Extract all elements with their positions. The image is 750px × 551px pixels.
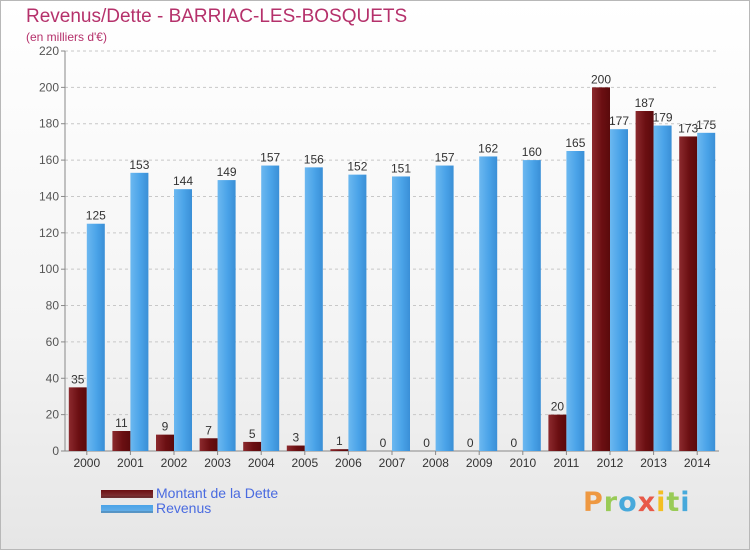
x-tick-label: 2009: [466, 456, 493, 470]
data-label-dette: 35: [71, 372, 85, 386]
bar-dette: [635, 111, 654, 451]
data-label-revenus: 160: [522, 145, 542, 159]
bar-dette: [112, 431, 131, 451]
bar-revenus: [522, 160, 541, 451]
data-label-dette: 7: [205, 423, 212, 437]
bar-revenus: [653, 125, 672, 451]
y-tick-label: 60: [46, 335, 60, 349]
bar-revenus: [479, 156, 498, 452]
bar-dette: [679, 136, 698, 452]
bar-dette: [68, 387, 87, 451]
data-label-revenus: 157: [435, 151, 455, 165]
data-label-dette: 187: [635, 96, 655, 110]
bar-dette: [243, 441, 262, 451]
x-tick-label: 2006: [335, 456, 362, 470]
logo-letter: i: [680, 487, 691, 518]
data-label-dette: 0: [380, 436, 387, 450]
logo-letter: t: [666, 487, 681, 518]
bar-dette: [592, 87, 610, 451]
data-label-revenus: 151: [391, 161, 411, 175]
logo-letter: r: [603, 487, 619, 518]
bar-revenus: [610, 129, 628, 451]
proxiti-logo: Proxiti: [583, 487, 691, 518]
y-tick-label: 100: [39, 262, 59, 276]
data-label-dette: 0: [423, 436, 430, 450]
data-label-dette: 173: [678, 121, 698, 135]
bar-revenus: [566, 151, 585, 451]
x-tick-label: 2005: [291, 456, 318, 470]
bar-dette: [286, 445, 305, 451]
bar-revenus: [261, 165, 280, 451]
data-label-revenus: 156: [304, 152, 324, 166]
data-label-revenus: 125: [86, 209, 106, 223]
data-label-revenus: 162: [478, 141, 498, 155]
bar-revenus: [392, 176, 410, 452]
x-tick-label: 2014: [684, 456, 711, 470]
data-label-dette: 9: [162, 420, 169, 434]
logo-letter: i: [656, 487, 667, 518]
x-tick-label: 2002: [161, 456, 188, 470]
data-label-revenus: 144: [173, 174, 193, 188]
data-label-revenus: 152: [347, 160, 367, 174]
logo-letter: x: [637, 487, 657, 518]
bar-dette: [330, 449, 349, 451]
y-tick-label: 120: [39, 226, 59, 240]
chart-subtitle: (en milliers d'€): [26, 30, 107, 44]
legend-label-revenus: Revenus: [156, 500, 212, 516]
data-label-revenus: 177: [609, 114, 629, 128]
bar-revenus: [86, 223, 105, 451]
legend-swatch-revenus: [101, 505, 153, 513]
data-label-dette: 0: [467, 436, 474, 450]
y-tick-label: 220: [39, 44, 59, 58]
logo-letter: o: [618, 487, 638, 518]
data-label-dette: 1: [336, 434, 343, 448]
bar-dette: [548, 414, 567, 451]
x-tick-label: 2010: [509, 456, 536, 470]
x-tick-label: 2012: [597, 456, 624, 470]
x-tick-label: 2004: [248, 456, 275, 470]
y-tick-label: 160: [39, 153, 59, 167]
x-tick-label: 2003: [204, 456, 231, 470]
y-tick-label: 0: [52, 444, 59, 458]
y-tick-label: 80: [46, 299, 60, 313]
data-label-dette: 3: [292, 431, 299, 445]
bar-revenus: [697, 132, 716, 451]
data-label-dette: 200: [591, 72, 611, 86]
logo-letter: P: [583, 487, 604, 518]
x-tick-label: 2000: [73, 456, 100, 470]
chart-title: Revenus/Dette - BARRIAC-LES-BOSQUETS: [26, 6, 408, 27]
bar-revenus: [217, 180, 236, 451]
legend-swatch-dette: [101, 490, 153, 498]
bar-revenus: [348, 174, 367, 452]
bar-revenus: [435, 165, 454, 451]
y-tick-label: 180: [39, 117, 59, 131]
bar-dette: [199, 438, 218, 451]
data-label-dette: 20: [551, 400, 565, 414]
y-tick-label: 140: [39, 189, 59, 203]
data-label-revenus: 157: [260, 151, 280, 165]
x-tick-label: 2013: [640, 456, 667, 470]
data-label-revenus: 165: [565, 136, 585, 150]
y-tick-label: 200: [39, 80, 59, 94]
bar-dette: [156, 434, 174, 451]
y-tick-label: 40: [46, 371, 60, 385]
data-label-revenus: 149: [217, 165, 237, 179]
x-tick-label: 2011: [553, 456, 579, 470]
y-tick-label: 20: [46, 408, 60, 422]
bar-revenus: [174, 189, 192, 451]
legend-label-dette: Montant de la Dette: [156, 485, 279, 501]
data-label-revenus: 153: [129, 158, 149, 172]
data-label-revenus: 179: [653, 111, 673, 125]
data-label-dette: 5: [249, 427, 256, 441]
bar-revenus: [130, 172, 149, 451]
x-tick-label: 2008: [422, 456, 449, 470]
data-label-dette: 11: [115, 416, 128, 430]
bar-revenus: [304, 167, 323, 451]
x-tick-label: 2001: [117, 456, 144, 470]
data-label-dette: 0: [510, 436, 517, 450]
x-tick-label: 2007: [379, 456, 406, 470]
data-label-revenus: 175: [696, 118, 716, 132]
